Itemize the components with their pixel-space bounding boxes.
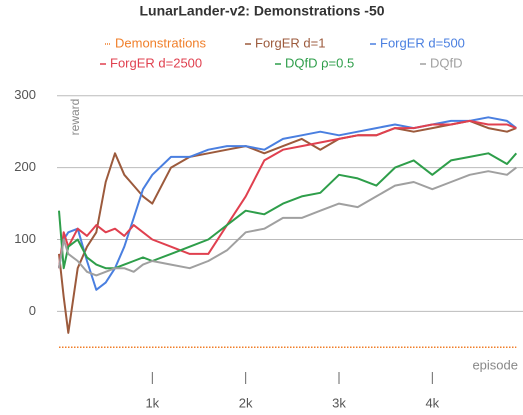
legend-label: DQfD (430, 55, 463, 70)
legend-item: ForgER d=1 (245, 35, 325, 50)
x-tick-label: 1k (145, 395, 159, 410)
series-line (58, 119, 517, 334)
legend-item: ForgER d=2500 (100, 55, 202, 70)
legend-item: DQfD (420, 55, 463, 70)
y-tick-label: 100 (14, 231, 36, 246)
y-tick-label: 200 (14, 159, 36, 174)
x-tick-label: 4k (425, 395, 439, 410)
legend-item: ForgER d=500 (370, 35, 465, 50)
series-line (58, 119, 517, 269)
legend-item: Demonstrations (105, 35, 207, 50)
x-axis-label: episode (472, 357, 518, 372)
legend-label: ForgER d=2500 (110, 55, 202, 70)
legend-label: ForgER d=500 (380, 35, 465, 50)
x-tick-label: 3k (332, 395, 346, 410)
y-axis-label: reward (68, 99, 82, 136)
legend-item: DQfD ρ=0.5 (275, 55, 354, 70)
series-line (58, 166, 517, 277)
chart-title: LunarLander-v2: Demonstrations -50 (139, 3, 384, 19)
x-tick-label: 2k (239, 395, 253, 410)
y-tick-label: 0 (29, 303, 36, 318)
legend-label: Demonstrations (115, 35, 207, 50)
series-line (58, 152, 518, 270)
legend-label: DQfD ρ=0.5 (285, 55, 354, 70)
legend-label: ForgER d=1 (255, 35, 325, 50)
y-tick-label: 300 (14, 87, 36, 102)
